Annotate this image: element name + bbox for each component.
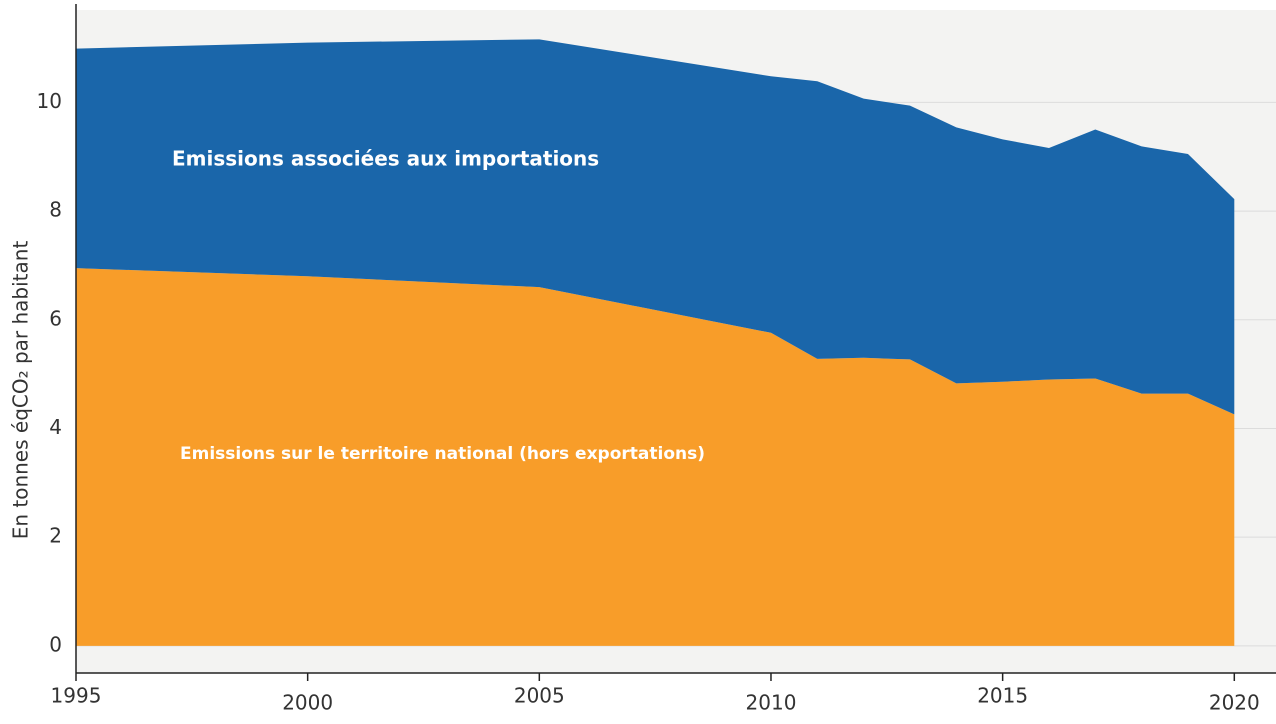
y-axis-label: En tonnes éqCO₂ par habitant [9, 241, 33, 540]
y-tick-label: 8 [49, 198, 62, 222]
y-tick-label: 10 [37, 89, 62, 113]
x-tick-label: 2010 [746, 691, 797, 715]
y-tick-label: 6 [49, 306, 62, 330]
y-tick-label: 4 [49, 415, 62, 439]
area-label: Emissions sur le territoire national (ho… [180, 444, 705, 464]
x-tick-label: 1995 [51, 684, 102, 708]
x-tick-label: 2005 [514, 684, 565, 708]
area [76, 268, 1235, 646]
y-tick-label: 0 [49, 632, 62, 656]
x-tick-label: 2015 [977, 684, 1028, 708]
x-tick-label: 2000 [282, 691, 333, 715]
area [76, 39, 1235, 415]
x-tick-label: 2020 [1209, 691, 1260, 715]
area-label: Emissions associées aux importations [172, 147, 599, 171]
y-tick-label: 2 [49, 524, 62, 548]
